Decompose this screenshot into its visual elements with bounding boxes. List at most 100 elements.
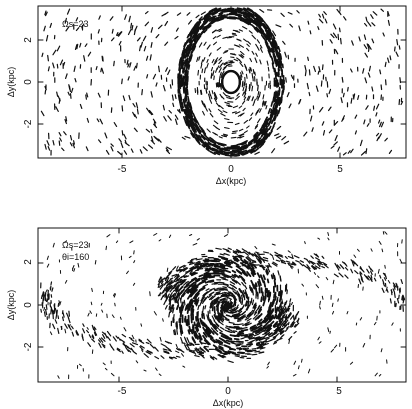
velocity-vector (111, 28, 114, 34)
velocity-vector (186, 33, 190, 39)
velocity-vector (238, 288, 242, 294)
velocity-vector (74, 44, 78, 51)
velocity-vector (231, 32, 237, 35)
velocity-vector (224, 101, 231, 105)
velocity-vector (220, 287, 228, 290)
velocity-vector (257, 264, 264, 267)
velocity-vector (182, 67, 185, 73)
velocity-vector (183, 102, 186, 108)
velocity-vector (368, 265, 372, 271)
velocity-vector (231, 341, 236, 344)
velocity-vector (327, 327, 330, 333)
velocity-vector (244, 300, 248, 307)
velocity-vector (364, 52, 368, 58)
velocity-vector (258, 257, 262, 263)
velocity-vector (291, 322, 295, 327)
velocity-vector (278, 253, 283, 257)
velocity-vector (284, 316, 288, 320)
velocity-vector (222, 36, 228, 39)
velocity-vector (158, 276, 162, 283)
velocity-vector (203, 67, 207, 74)
velocity-vector (211, 58, 215, 64)
velocity-vector (192, 112, 196, 119)
velocity-vector (57, 315, 60, 320)
velocity-vector (284, 314, 288, 319)
velocity-vector (234, 8, 243, 12)
velocity-vector (245, 256, 252, 263)
velocity-vector (225, 337, 232, 341)
panel-bottom-ticks (37, 227, 407, 383)
velocity-vector (256, 253, 262, 259)
velocity-vector (193, 279, 201, 284)
velocity-vector (223, 275, 229, 279)
velocity-vector (115, 335, 119, 339)
velocity-vector (79, 103, 83, 110)
panel-bottom-xtick-label-0: 0 (225, 386, 231, 397)
velocity-vector (354, 114, 358, 119)
velocity-vector (165, 288, 170, 294)
velocity-vector (213, 297, 219, 303)
velocity-vector (104, 367, 108, 371)
velocity-vector (251, 24, 258, 30)
velocity-vector (47, 66, 50, 72)
velocity-vector (219, 253, 225, 256)
velocity-vector (195, 299, 200, 306)
velocity-vector (334, 134, 338, 142)
velocity-vector (145, 55, 149, 61)
velocity-vector (218, 12, 224, 15)
velocity-vector (193, 29, 197, 35)
velocity-vector (155, 82, 158, 87)
velocity-vector (257, 346, 264, 348)
velocity-vector (384, 264, 386, 269)
velocity-vector (226, 94, 231, 98)
velocity-vector (217, 314, 222, 321)
velocity-vector (370, 278, 373, 282)
velocity-vector (179, 330, 182, 336)
velocity-vector (340, 97, 343, 104)
velocity-vector (331, 302, 334, 307)
velocity-vector (184, 108, 187, 113)
velocity-vector (141, 349, 144, 353)
panel-bottom-ytick-label-2: 2 (23, 259, 34, 265)
velocity-vector (271, 148, 276, 154)
velocity-vector (222, 50, 228, 54)
velocity-vector (263, 130, 268, 136)
velocity-vector (111, 314, 115, 318)
velocity-vector (386, 288, 389, 293)
velocity-vector (64, 73, 68, 80)
velocity-vector (363, 34, 367, 41)
velocity-vector (255, 257, 260, 262)
velocity-vector (365, 148, 368, 155)
velocity-vector (306, 264, 311, 270)
velocity-vector (163, 287, 166, 293)
velocity-vector (132, 102, 136, 108)
velocity-vector (120, 142, 124, 149)
velocity-vector (64, 280, 68, 284)
velocity-vector (259, 347, 266, 350)
velocity-vector (277, 270, 280, 276)
velocity-vector (267, 264, 272, 268)
velocity-vector (180, 324, 183, 330)
velocity-vector (342, 152, 347, 156)
velocity-vector (380, 84, 383, 91)
velocity-vector (336, 264, 341, 269)
velocity-vector (86, 327, 89, 330)
velocity-vector (202, 297, 207, 303)
velocity-vector (209, 150, 216, 155)
velocity-vector (220, 16, 227, 20)
velocity-vector (125, 346, 130, 352)
velocity-vector (230, 144, 238, 147)
velocity-vector (273, 339, 279, 343)
velocity-vector (61, 316, 65, 322)
velocity-vector (351, 261, 355, 267)
velocity-vector (151, 136, 154, 143)
velocity-vector (287, 250, 291, 253)
velocity-vector (230, 61, 235, 63)
velocity-vector (241, 281, 245, 287)
velocity-vector (232, 34, 238, 36)
velocity-vector (208, 52, 212, 57)
velocity-vector (203, 270, 210, 275)
velocity-vector (191, 277, 198, 282)
velocity-vector (273, 293, 276, 299)
velocity-vector (234, 341, 240, 343)
